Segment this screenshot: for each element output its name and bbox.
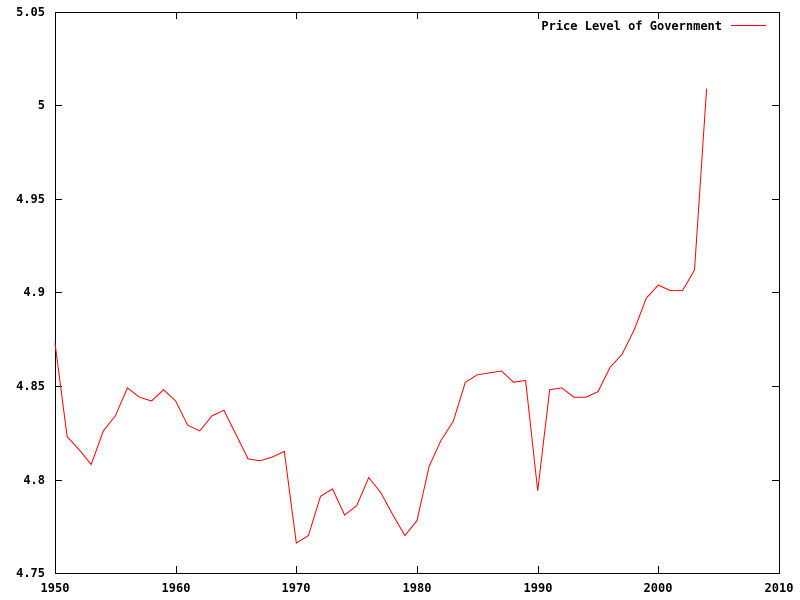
y-tick-label: 4.9 <box>23 285 45 299</box>
x-tick-label: 2000 <box>644 581 673 595</box>
x-tick-label: 1950 <box>41 581 70 595</box>
y-tick-label: 5.05 <box>16 5 45 19</box>
y-tick-label: 4.8 <box>23 473 45 487</box>
legend: Price Level of Government <box>541 19 766 33</box>
x-axis-ticks: 1950 1960 1970 1980 1990 2000 2010 <box>41 12 794 595</box>
x-tick-label: 1980 <box>403 581 432 595</box>
series-line <box>54 88 708 544</box>
x-tick-label: 2010 <box>765 581 794 595</box>
x-tick-label: 1990 <box>524 581 553 595</box>
legend-label: Price Level of Government <box>541 19 722 33</box>
y-axis-ticks: 4.75 4.8 4.85 4.9 4.95 5 5.05 <box>16 5 779 580</box>
y-tick-label: 5 <box>38 98 45 112</box>
y-tick-label: 4.85 <box>16 379 45 393</box>
x-tick-label: 1970 <box>282 581 311 595</box>
y-tick-label: 4.95 <box>16 192 45 206</box>
y-tick-label: 4.75 <box>16 566 45 580</box>
x-tick-label: 1960 <box>162 581 191 595</box>
series-layer <box>54 88 708 544</box>
